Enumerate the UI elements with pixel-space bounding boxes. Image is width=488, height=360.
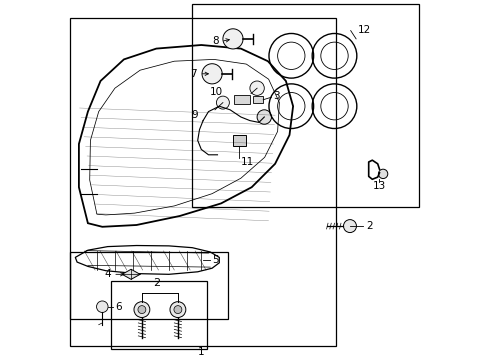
Circle shape <box>134 302 149 318</box>
Text: 5: 5 <box>212 255 218 265</box>
Text: 7: 7 <box>190 69 197 79</box>
Text: 10: 10 <box>209 87 223 97</box>
Text: 13: 13 <box>372 181 386 192</box>
Text: 12: 12 <box>357 24 370 35</box>
Circle shape <box>257 110 271 124</box>
Text: 1: 1 <box>198 347 204 357</box>
Circle shape <box>170 302 185 318</box>
Circle shape <box>202 64 222 84</box>
Text: 9: 9 <box>191 110 197 120</box>
Text: 2: 2 <box>366 221 372 231</box>
Polygon shape <box>232 135 245 146</box>
Polygon shape <box>122 269 140 279</box>
Circle shape <box>343 220 356 233</box>
Text: 6: 6 <box>115 302 122 312</box>
Circle shape <box>223 29 243 49</box>
Circle shape <box>96 301 108 312</box>
Circle shape <box>378 169 387 179</box>
Circle shape <box>216 96 229 109</box>
Circle shape <box>174 306 182 314</box>
Text: 3: 3 <box>273 91 279 101</box>
Polygon shape <box>233 95 249 104</box>
Text: 11: 11 <box>241 157 254 167</box>
Polygon shape <box>253 96 262 103</box>
Circle shape <box>138 306 145 314</box>
Text: 8: 8 <box>211 36 218 46</box>
Text: 4: 4 <box>104 269 111 279</box>
Circle shape <box>249 81 264 95</box>
Text: 2: 2 <box>152 278 160 288</box>
